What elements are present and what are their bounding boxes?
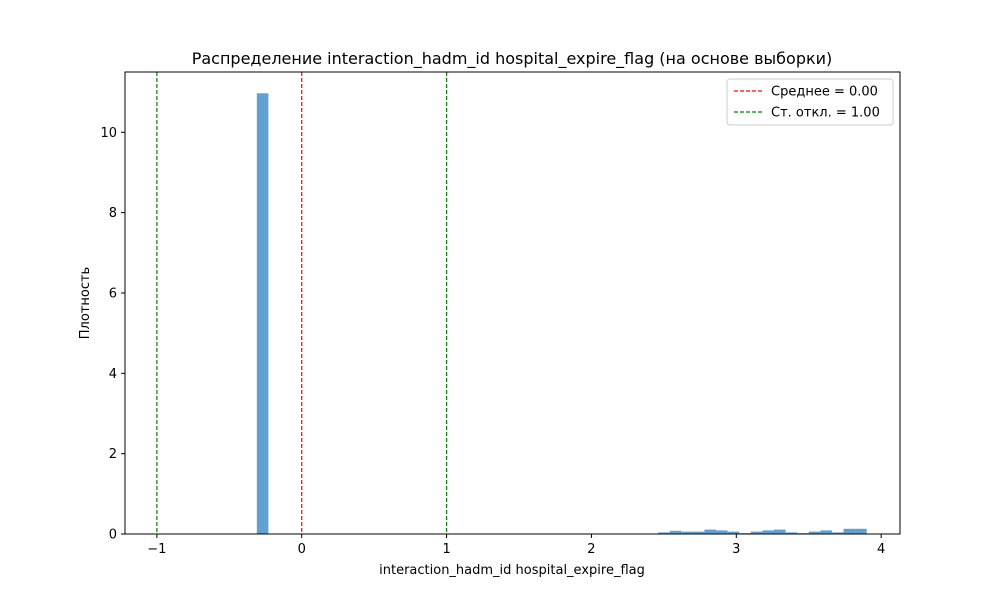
y-tick-label: 0	[109, 528, 117, 543]
histogram-bar	[820, 530, 832, 534]
histogram-bar	[785, 532, 798, 534]
x-tick-label: 1	[442, 542, 450, 557]
bars-group	[256, 93, 867, 534]
y-axis-ticks: 0 2 4 6 8 10	[100, 126, 125, 543]
plot-frame	[124, 71, 901, 535]
x-axis-ticks: −1 0 1 2 3 4	[147, 534, 885, 557]
legend-box	[726, 78, 894, 126]
chart-title: Распределение interaction_hadm_id hospit…	[192, 49, 833, 69]
y-tick-label: 4	[109, 367, 117, 382]
histogram-bar	[669, 530, 682, 534]
histogram-bar	[762, 530, 774, 534]
histogram-bar	[716, 530, 728, 534]
histogram-bar	[704, 529, 717, 534]
x-tick-label: 4	[877, 542, 885, 557]
x-tick-label: 0	[298, 542, 306, 557]
x-tick-label: −1	[147, 542, 166, 557]
y-tick-label: 6	[109, 286, 117, 301]
y-tick-label: 2	[109, 447, 117, 462]
histogram-bar	[727, 531, 740, 534]
histogram-bar	[681, 531, 693, 534]
y-tick-label: 8	[109, 206, 117, 221]
y-tick-label: 10	[100, 126, 117, 141]
histogram-bar	[808, 531, 821, 534]
histogram-bar	[773, 529, 786, 534]
reference-lines-group	[156, 72, 448, 534]
x-tick-label: 3	[732, 542, 740, 557]
legend: Среднее = 0.00 Ст. откл. = 1.00	[726, 78, 894, 126]
y-axis-label: Плотность	[78, 267, 93, 339]
histogram-bar	[692, 531, 705, 534]
x-tick-label: 2	[587, 542, 595, 557]
histogram-bar	[843, 528, 856, 534]
histogram-bar	[750, 531, 763, 534]
legend-entry-label: Среднее = 0.00	[771, 85, 878, 100]
histogram-bar	[831, 532, 844, 534]
histogram-bar	[855, 528, 867, 534]
histogram-bar	[256, 93, 269, 534]
histogram-bar	[658, 532, 670, 534]
legend-entry-label: Ст. откл. = 1.00	[771, 106, 880, 121]
x-axis-label: interaction_hadm_id hospital_expire_flag	[379, 563, 645, 578]
